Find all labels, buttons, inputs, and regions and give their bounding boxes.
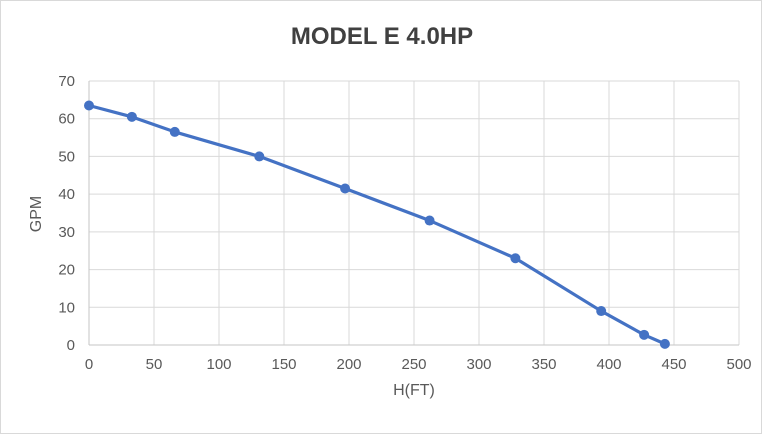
- data-point-marker: [510, 253, 521, 264]
- x-tick-label: 50: [146, 356, 163, 373]
- data-point-marker: [169, 126, 180, 137]
- x-tick-label: 200: [336, 356, 361, 373]
- y-tick-label: 20: [58, 262, 75, 279]
- x-tick-label: 400: [596, 356, 621, 373]
- y-axis-title: GPM: [28, 195, 45, 233]
- data-point-marker: [596, 306, 607, 317]
- x-tick-label: 500: [726, 356, 751, 373]
- data-series-line: [87, 103, 667, 346]
- data-point-marker: [639, 329, 650, 340]
- x-tick-label: 100: [206, 356, 231, 373]
- y-tick-label: 70: [58, 73, 75, 90]
- x-tick-label: 350: [531, 356, 556, 373]
- chart-title: MODEL E 4.0HP: [290, 23, 474, 50]
- y-tick-label: 10: [58, 299, 75, 316]
- data-point-marker: [340, 183, 351, 194]
- x-tick-label: 300: [466, 356, 491, 373]
- data-point-marker: [254, 151, 265, 162]
- y-tick-label: 50: [58, 148, 75, 165]
- data-point-marker: [659, 338, 670, 349]
- data-point-marker: [126, 111, 137, 122]
- y-tick-label: 0: [67, 337, 75, 354]
- x-tick-label: 0: [85, 356, 93, 373]
- x-tick-label: 450: [661, 356, 686, 373]
- y-tick-label: 40: [58, 186, 75, 203]
- x-tick-label: 250: [401, 356, 426, 373]
- y-tick-label: 60: [58, 111, 75, 128]
- data-point-marker: [424, 215, 435, 226]
- x-axis-title: H(FT): [393, 382, 435, 399]
- y-tick-label: 30: [58, 224, 75, 241]
- data-point-marker: [84, 100, 94, 111]
- x-tick-label: 150: [271, 356, 296, 373]
